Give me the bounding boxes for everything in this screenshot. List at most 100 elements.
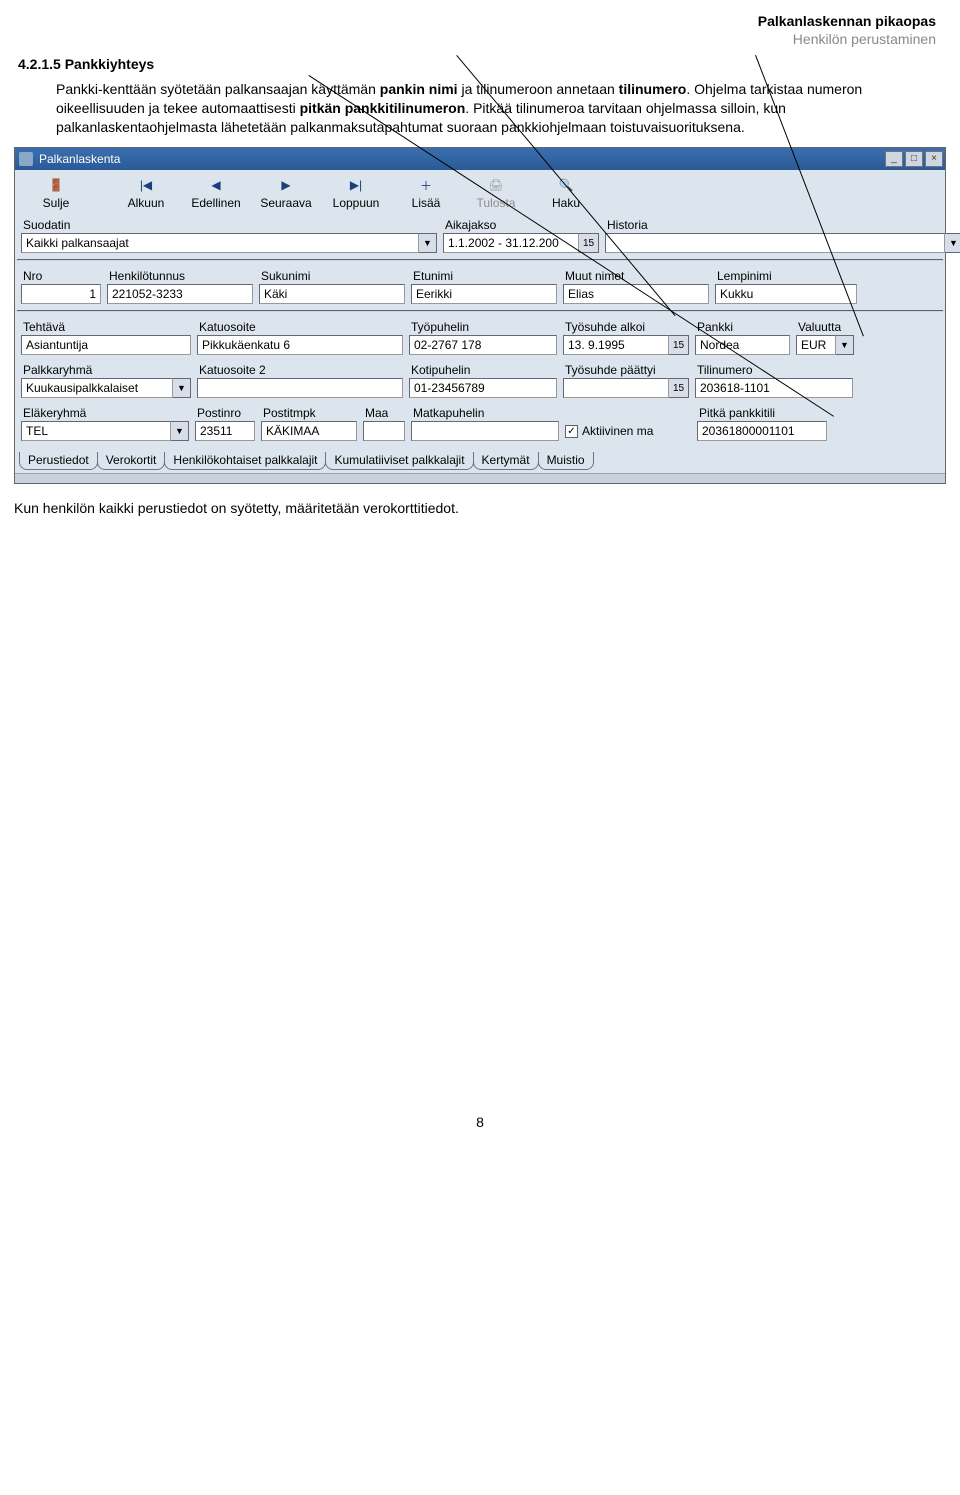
henkilotunnus-input[interactable] bbox=[107, 284, 253, 304]
matkapuhelin-input[interactable] bbox=[411, 421, 559, 441]
plus-icon: ＋ bbox=[415, 176, 437, 194]
calendar-icon[interactable]: 15 bbox=[669, 378, 689, 398]
chevron-down-icon[interactable]: ▼ bbox=[419, 233, 437, 253]
maa-input[interactable] bbox=[363, 421, 405, 441]
label-suodatin: Suodatin bbox=[23, 218, 437, 232]
tb-sulje[interactable]: 🚪 Sulje bbox=[21, 174, 91, 212]
app-window: Palkanlaskenta _ □ × 🚪 Sulje |◀ Alkuun ◀… bbox=[14, 147, 946, 484]
tb-loppuun[interactable]: ▶| Loppuun bbox=[321, 174, 391, 212]
next-icon: ▶ bbox=[275, 176, 297, 194]
alkoi-input[interactable] bbox=[563, 335, 669, 355]
valuutta-select[interactable] bbox=[796, 335, 836, 355]
section-title: 4.2.1.5 Pankkiyhteys bbox=[0, 48, 960, 80]
tilinumero-input[interactable] bbox=[695, 378, 853, 398]
filter-row: Suodatin ▼ Aikajakso 15 Historia ▼ bbox=[15, 214, 945, 259]
window-title: Palkanlaskenta bbox=[39, 152, 883, 166]
label-tehtava: Tehtävä bbox=[23, 320, 191, 334]
label-postinro: Postinro bbox=[197, 406, 255, 420]
chevron-down-icon[interactable]: ▼ bbox=[173, 378, 191, 398]
lempinimi-input[interactable] bbox=[715, 284, 857, 304]
etunimi-input[interactable] bbox=[411, 284, 557, 304]
label-sukunimi: Sukunimi bbox=[261, 269, 405, 283]
label-matkapuhelin: Matkapuhelin bbox=[413, 406, 559, 420]
maximize-button[interactable]: □ bbox=[905, 151, 923, 167]
tab-label: Kumulatiiviset palkkalajit bbox=[334, 453, 464, 467]
historia-select[interactable] bbox=[605, 233, 945, 253]
calendar-icon[interactable]: 15 bbox=[579, 233, 599, 253]
tyopuhelin-input[interactable] bbox=[409, 335, 557, 355]
tb-lisaa[interactable]: ＋ Lisää bbox=[391, 174, 461, 212]
paattyi-input[interactable] bbox=[563, 378, 669, 398]
last-icon: ▶| bbox=[345, 176, 367, 194]
chevron-down-icon[interactable]: ▼ bbox=[945, 233, 960, 253]
tb-label: Alkuun bbox=[128, 196, 165, 210]
tb-seuraava[interactable]: ▶ Seuraava bbox=[251, 174, 321, 212]
tab-label: Verokortit bbox=[106, 453, 157, 467]
palkkaryhma-select[interactable] bbox=[21, 378, 173, 398]
door-icon: 🚪 bbox=[45, 176, 67, 194]
nro-input[interactable] bbox=[21, 284, 101, 304]
footer-paragraph: Kun henkilön kaikki perustiedot on syöte… bbox=[0, 498, 960, 526]
label-postitmpk: Postitmpk bbox=[263, 406, 357, 420]
label-pankki: Pankki bbox=[697, 320, 790, 334]
doc-header: Palkanlaskennan pikaopas Henkilön perust… bbox=[0, 0, 960, 48]
pankki-input[interactable] bbox=[695, 335, 790, 355]
tab-verokortit[interactable]: Verokortit bbox=[97, 452, 166, 470]
label-tyopuhelin: Työpuhelin bbox=[411, 320, 557, 334]
label-kotipuhelin: Kotipuhelin bbox=[411, 363, 557, 377]
body-paragraph: Pankki-kenttään syötetään palkansaajan k… bbox=[0, 80, 960, 147]
titlebar[interactable]: Palkanlaskenta _ □ × bbox=[15, 148, 945, 170]
label-katu2: Katuosoite 2 bbox=[199, 363, 403, 377]
label-historia: Historia bbox=[607, 218, 960, 232]
label-nro: Nro bbox=[23, 269, 101, 283]
katuosoite2-input[interactable] bbox=[197, 378, 403, 398]
label-alkoi: Työsuhde alkoi bbox=[565, 320, 689, 334]
tb-label: Sulje bbox=[43, 196, 70, 210]
tb-alkuun[interactable]: |◀ Alkuun bbox=[111, 174, 181, 212]
label-valuutta: Valuutta bbox=[798, 320, 854, 334]
tb-haku[interactable]: 🔍 Haku bbox=[531, 174, 601, 212]
tab-label: Muistio bbox=[547, 453, 585, 467]
kotipuhelin-input[interactable] bbox=[409, 378, 557, 398]
pitkatili-input[interactable] bbox=[697, 421, 827, 441]
chevron-down-icon[interactable]: ▼ bbox=[171, 421, 189, 441]
close-button[interactable]: × bbox=[925, 151, 943, 167]
form-block-2: Tehtävä Katuosoite Työpuhelin Työsuhde a… bbox=[15, 312, 945, 441]
postinro-input[interactable] bbox=[195, 421, 255, 441]
label-etunimi: Etunimi bbox=[413, 269, 557, 283]
tab-kertymat[interactable]: Kertymät bbox=[473, 452, 539, 470]
tb-label: Loppuun bbox=[333, 196, 380, 210]
tab-perustiedot[interactable]: Perustiedot bbox=[19, 452, 98, 470]
window-statusbar bbox=[15, 473, 945, 483]
para-bold-tilinumero: tilinumero bbox=[619, 81, 687, 97]
chevron-down-icon[interactable]: ▼ bbox=[836, 335, 854, 355]
label-elakeryhma: Eläkeryhmä bbox=[23, 406, 189, 420]
tab-muistio[interactable]: Muistio bbox=[538, 452, 594, 470]
para-bold-pitka: pitkän pankkitilinumeron bbox=[300, 100, 466, 116]
tehtava-input[interactable] bbox=[21, 335, 191, 355]
katuosoite-input[interactable] bbox=[197, 335, 403, 355]
toolbar: 🚪 Sulje |◀ Alkuun ◀ Edellinen ▶ Seuraava… bbox=[15, 170, 945, 214]
elakeryhma-select[interactable] bbox=[21, 421, 171, 441]
label-maa: Maa bbox=[365, 406, 405, 420]
tab-henkilokohtaiset[interactable]: Henkilökohtaiset palkkalajit bbox=[164, 452, 326, 470]
postitmpk-input[interactable] bbox=[261, 421, 357, 441]
minimize-button[interactable]: _ bbox=[885, 151, 903, 167]
tb-label: Edellinen bbox=[191, 196, 240, 210]
label-lempi: Lempinimi bbox=[717, 269, 857, 283]
calendar-icon[interactable]: 15 bbox=[669, 335, 689, 355]
tb-label: Seuraava bbox=[260, 196, 311, 210]
label-aktiivinen: Aktiivinen ma bbox=[582, 424, 653, 438]
sukunimi-input[interactable] bbox=[259, 284, 405, 304]
suodatin-select[interactable] bbox=[21, 233, 419, 253]
form-block-1: Nro Henkilötunnus Sukunimi Etunimi Muut … bbox=[15, 261, 945, 304]
aikajakso-input[interactable] bbox=[443, 233, 579, 253]
spacer bbox=[567, 406, 691, 420]
first-icon: |◀ bbox=[135, 176, 157, 194]
tab-kumulatiiviset[interactable]: Kumulatiiviset palkkalajit bbox=[325, 452, 473, 470]
aktiivinen-checkbox[interactable]: ✓ bbox=[565, 425, 578, 438]
prev-icon: ◀ bbox=[205, 176, 227, 194]
para-bold-pankin: pankin nimi bbox=[380, 81, 458, 97]
label-katu: Katuosoite bbox=[199, 320, 403, 334]
tb-edellinen[interactable]: ◀ Edellinen bbox=[181, 174, 251, 212]
